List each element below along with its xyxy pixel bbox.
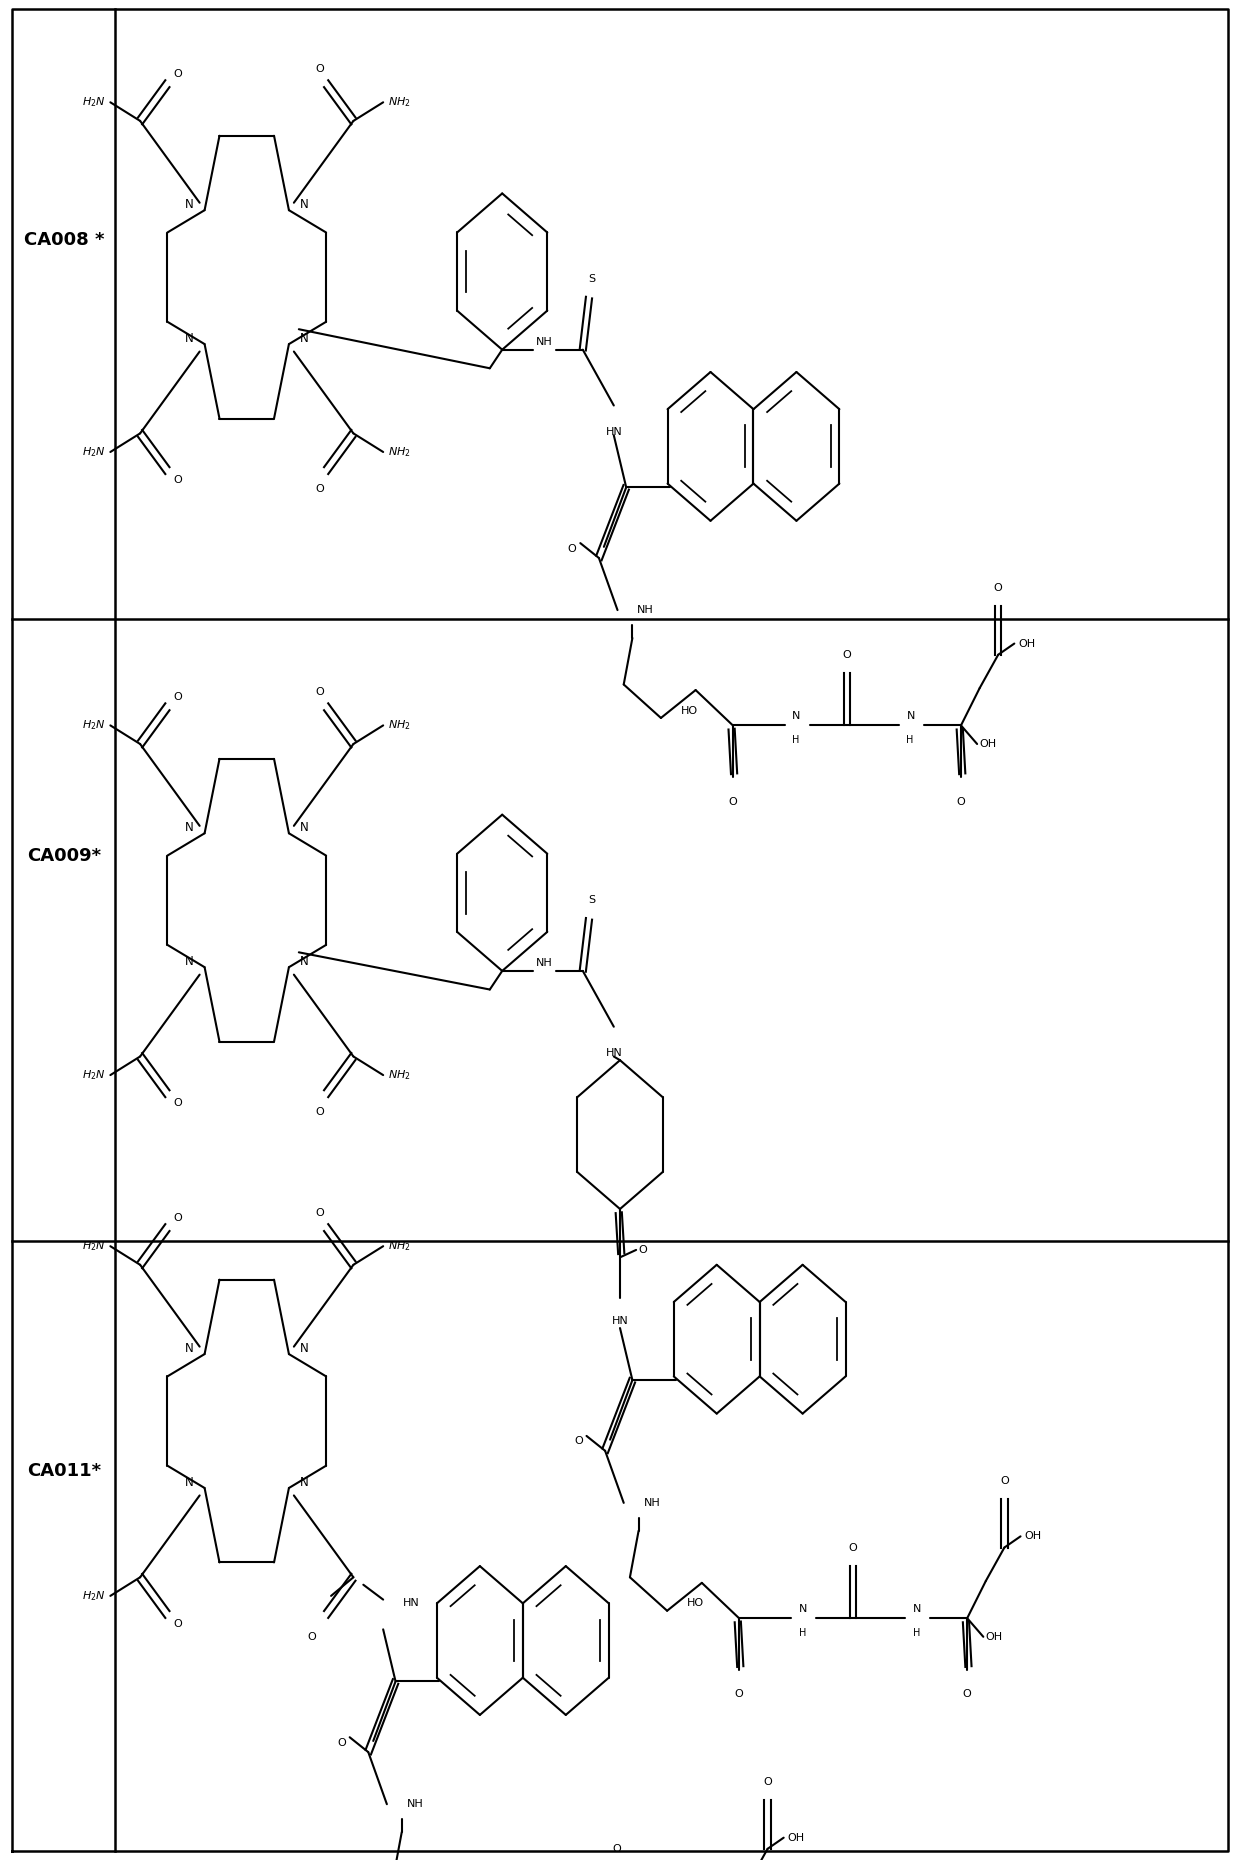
Text: O: O <box>172 474 182 485</box>
Text: N: N <box>299 956 309 967</box>
Text: $H_2N$: $H_2N$ <box>82 1068 105 1083</box>
Text: O: O <box>172 1097 182 1109</box>
Text: $H_2N$: $H_2N$ <box>82 95 105 110</box>
Text: $H_2N$: $H_2N$ <box>82 1239 105 1254</box>
Text: H: H <box>799 1628 806 1639</box>
Text: N: N <box>185 1343 195 1354</box>
Text: O: O <box>308 1631 316 1642</box>
Text: S: S <box>588 273 595 285</box>
Text: O: O <box>337 1737 346 1748</box>
Text: O: O <box>611 1843 621 1854</box>
Text: O: O <box>848 1542 858 1553</box>
Text: $H_2N$: $H_2N$ <box>82 445 105 459</box>
Text: N: N <box>792 711 801 722</box>
Text: O: O <box>172 1618 182 1629</box>
Text: O: O <box>315 63 325 74</box>
Text: N: N <box>185 199 195 210</box>
Text: CA011*: CA011* <box>27 1462 102 1481</box>
Text: O: O <box>728 796 738 807</box>
Text: OH: OH <box>980 738 997 750</box>
Text: N: N <box>299 822 309 833</box>
Text: N: N <box>906 711 915 722</box>
Text: O: O <box>763 1776 773 1787</box>
Text: N: N <box>185 956 195 967</box>
Text: N: N <box>799 1603 807 1614</box>
Text: HN: HN <box>403 1598 420 1609</box>
Text: H: H <box>906 735 914 746</box>
Text: O: O <box>315 484 325 495</box>
Text: NH: NH <box>536 337 553 348</box>
Text: N: N <box>185 1477 195 1488</box>
Text: O: O <box>568 543 577 554</box>
Text: OH: OH <box>986 1631 1003 1642</box>
Text: $NH_2$: $NH_2$ <box>388 718 410 733</box>
Text: HO: HO <box>681 705 698 716</box>
Text: NH: NH <box>536 958 553 969</box>
Text: O: O <box>172 1213 182 1224</box>
Text: O: O <box>842 649 852 660</box>
Text: O: O <box>993 582 1003 593</box>
Text: OH: OH <box>1024 1531 1042 1542</box>
Text: S: S <box>588 895 595 906</box>
Text: N: N <box>299 199 309 210</box>
Text: OH: OH <box>787 1832 805 1843</box>
Text: O: O <box>962 1689 972 1700</box>
Text: HN: HN <box>605 426 622 437</box>
Text: NH: NH <box>407 1799 424 1810</box>
Text: $H_2N$: $H_2N$ <box>82 1588 105 1603</box>
Text: O: O <box>574 1436 583 1447</box>
Text: O: O <box>315 1207 325 1218</box>
Text: H: H <box>913 1628 920 1639</box>
Text: N: N <box>185 333 195 344</box>
Text: NH: NH <box>637 604 655 616</box>
Text: N: N <box>185 822 195 833</box>
Text: HO: HO <box>687 1598 704 1609</box>
Text: N: N <box>299 1343 309 1354</box>
Text: $NH_2$: $NH_2$ <box>388 1239 410 1254</box>
Text: O: O <box>172 692 182 703</box>
Text: $H_2N$: $H_2N$ <box>82 718 105 733</box>
Text: N: N <box>299 333 309 344</box>
Text: O: O <box>956 796 966 807</box>
Text: O: O <box>734 1689 744 1700</box>
Text: H: H <box>792 735 800 746</box>
Text: $NH_2$: $NH_2$ <box>388 445 410 459</box>
Text: N: N <box>299 1477 309 1488</box>
Text: CA008 *: CA008 * <box>25 231 104 249</box>
Text: CA009*: CA009* <box>27 846 102 865</box>
Text: OH: OH <box>1018 638 1035 649</box>
Text: $NH_2$: $NH_2$ <box>388 1068 410 1083</box>
Text: N: N <box>913 1603 921 1614</box>
Text: NH: NH <box>644 1497 661 1508</box>
Text: O: O <box>999 1475 1009 1486</box>
Text: O: O <box>315 686 325 698</box>
Text: $NH_2$: $NH_2$ <box>388 95 410 110</box>
Text: O: O <box>639 1244 647 1256</box>
Text: O: O <box>172 69 182 80</box>
Text: O: O <box>315 1107 325 1118</box>
Text: HN: HN <box>605 1047 622 1058</box>
Text: HN: HN <box>611 1315 629 1326</box>
